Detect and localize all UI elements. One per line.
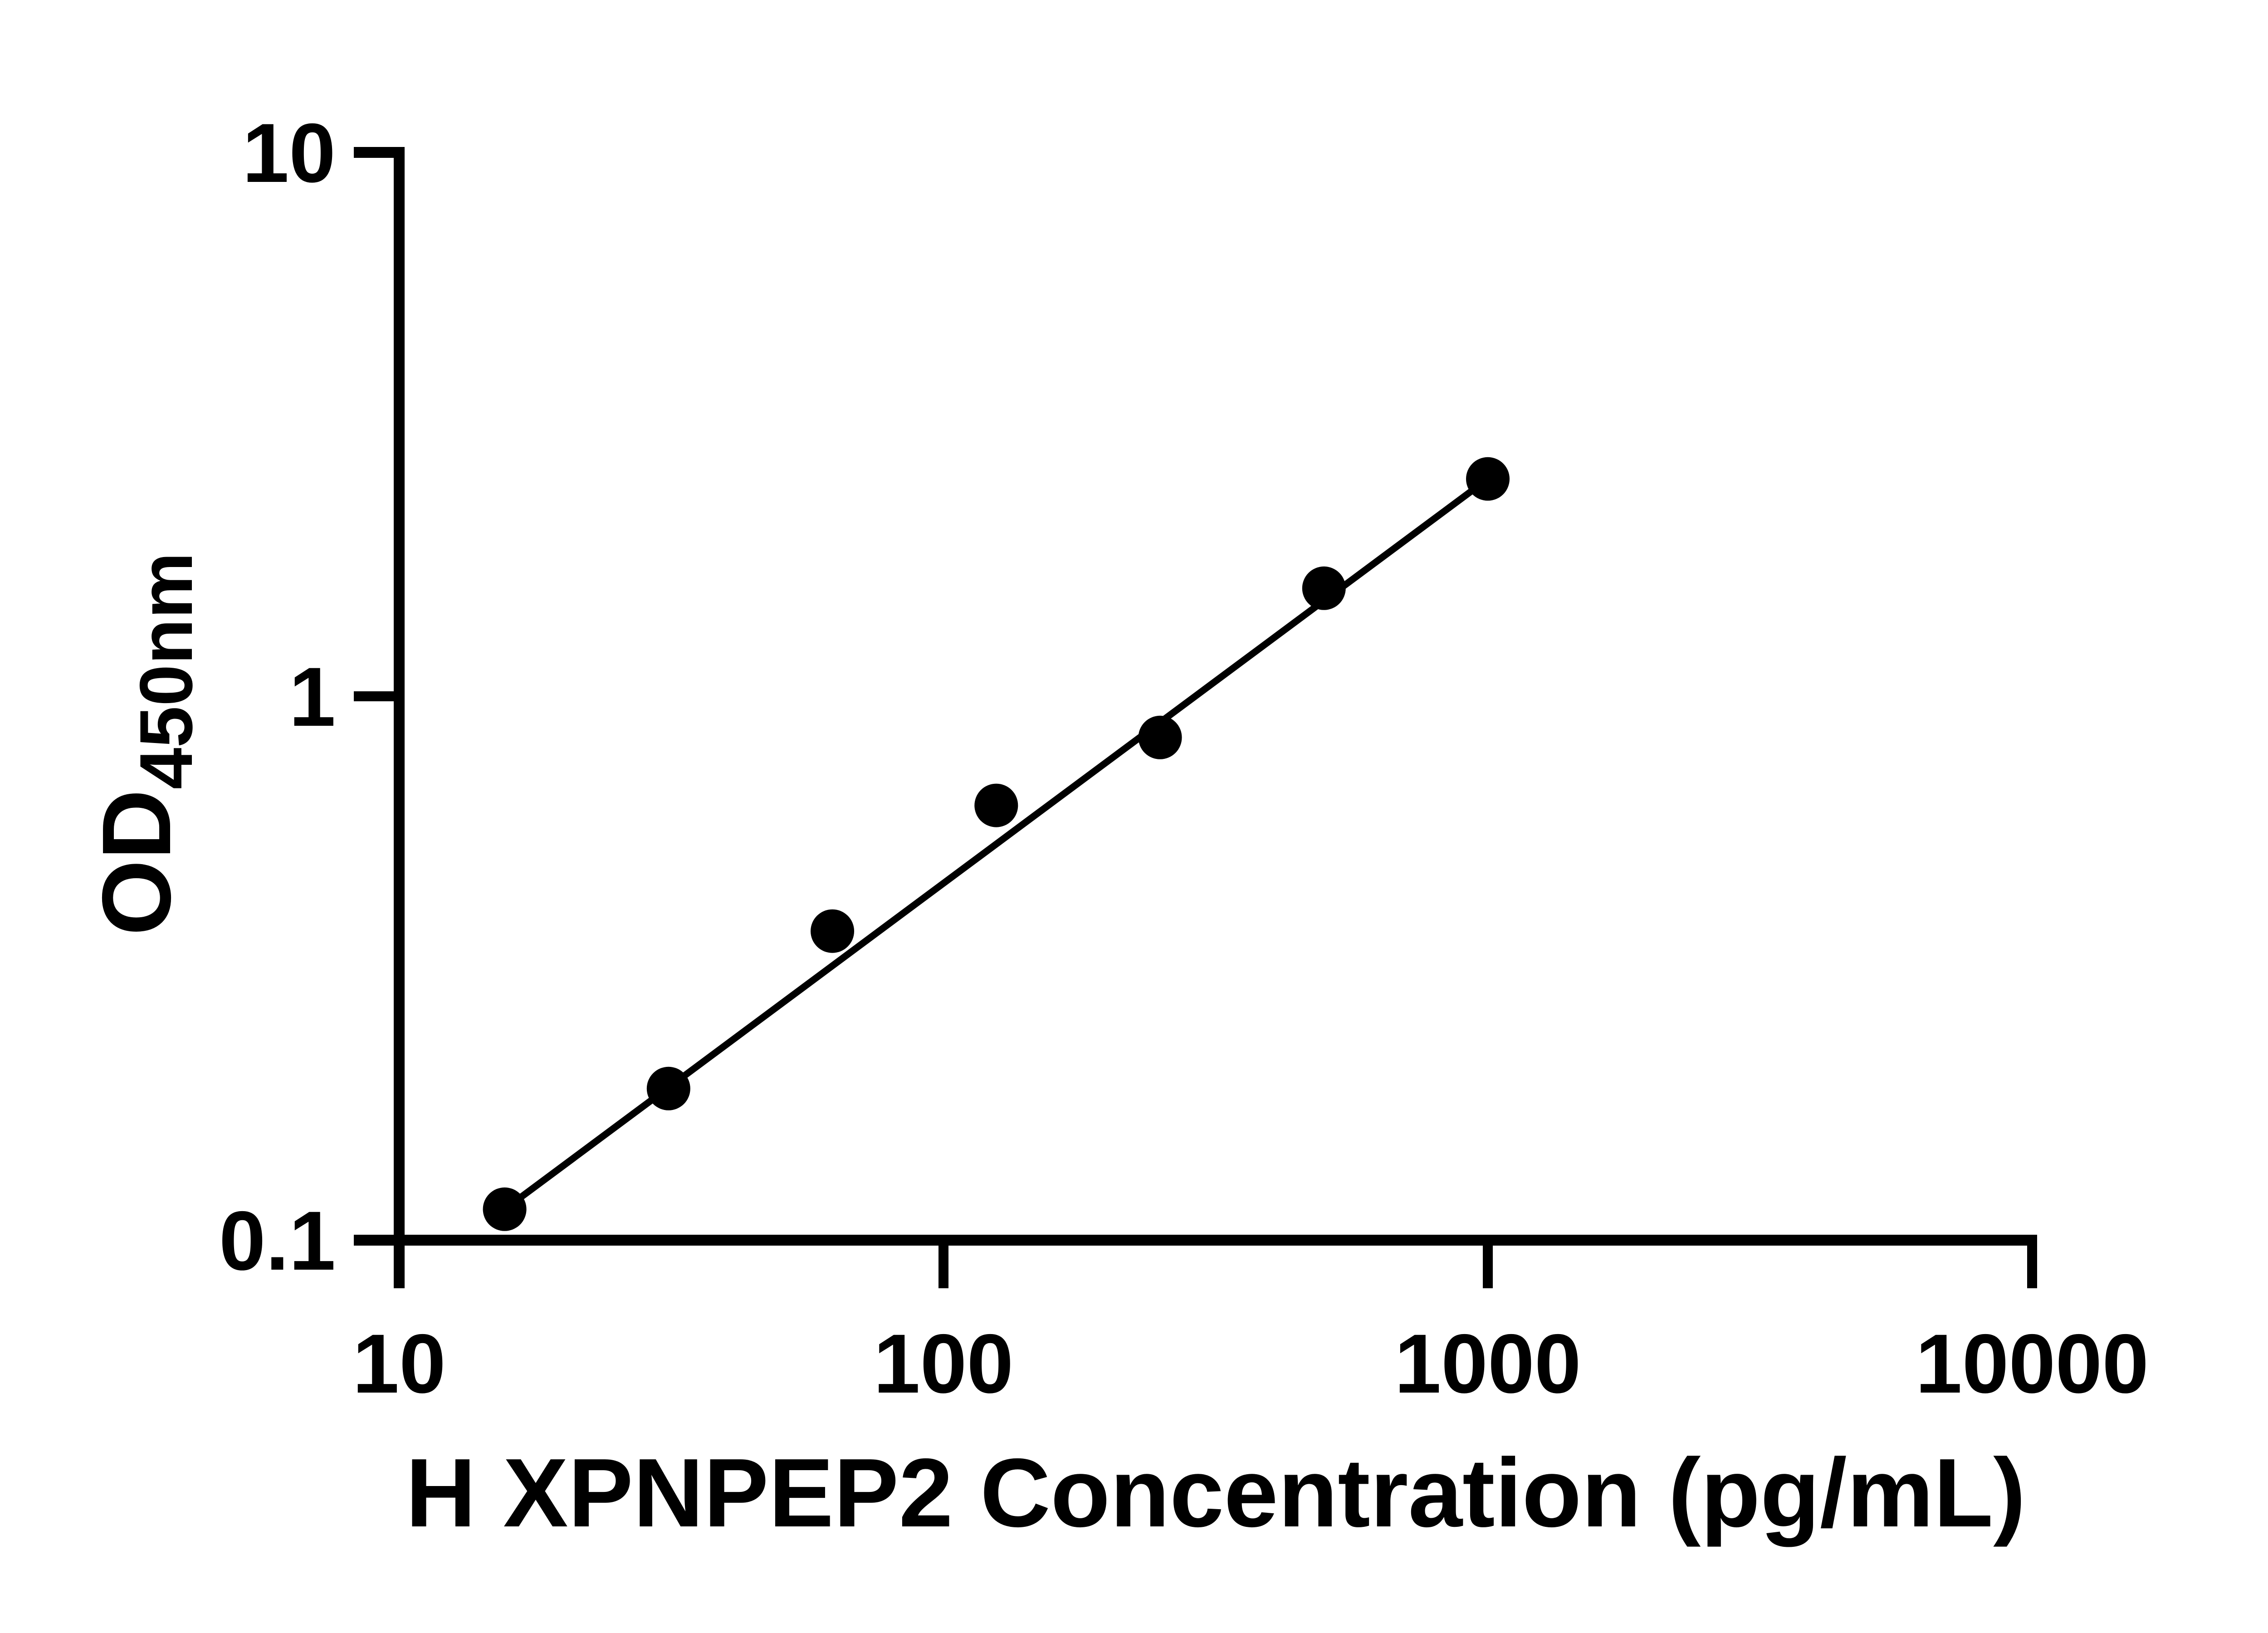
y-axis-title: OD450nm — [82, 552, 208, 935]
x-tick-label-100: 100 — [874, 1317, 1014, 1411]
y-tick-label-1: 1 — [289, 650, 336, 744]
y-tick-label-10: 10 — [242, 107, 336, 200]
y-tick-label-0.1: 0.1 — [219, 1194, 336, 1288]
data-point — [811, 909, 855, 953]
x-tick-label-10: 10 — [352, 1317, 446, 1411]
data-point — [1466, 457, 1510, 501]
x-tick-label-1000: 1000 — [1394, 1317, 1581, 1411]
data-point — [1302, 566, 1346, 610]
data-point — [974, 783, 1018, 827]
x-tick-label-10000: 10000 — [1916, 1317, 2149, 1411]
x-axis-title: H XPNPEP2 Concentration (pg/mL) — [406, 1438, 2026, 1547]
data-point — [483, 1187, 527, 1231]
data-point — [646, 1066, 690, 1110]
y-axis-title-subscript: 450nm — [124, 552, 208, 789]
data-point — [1138, 715, 1182, 759]
y-axis-title-main: OD — [82, 789, 191, 936]
